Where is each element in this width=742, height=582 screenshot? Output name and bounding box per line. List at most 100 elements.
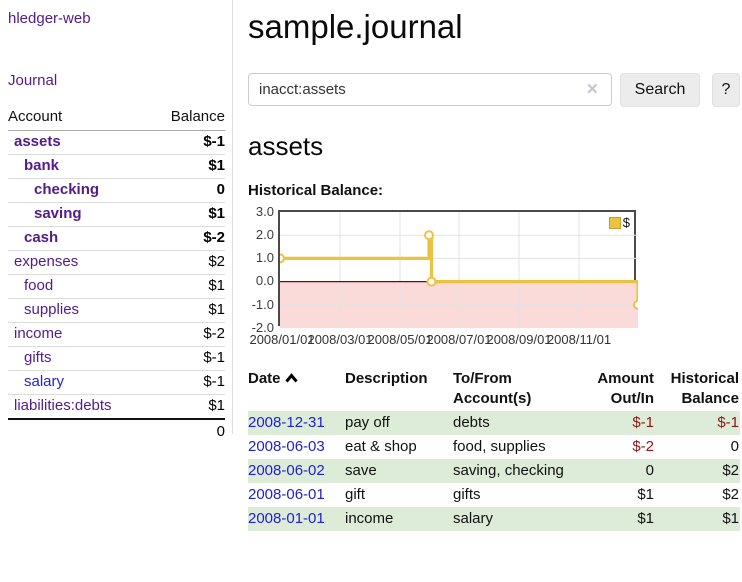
transaction-balance: 0 (730, 438, 739, 455)
search-bar: ✕ Search ? (248, 73, 742, 107)
transaction-description: income (345, 510, 394, 527)
transaction-balance: $2 (722, 462, 739, 479)
transaction-description: save (345, 462, 377, 479)
transaction-accounts: salary (453, 510, 494, 527)
account-link-salary[interactable]: salary (24, 373, 65, 390)
account-balance: $1 (150, 202, 225, 227)
y-axis-tick: -1.0 (251, 297, 274, 312)
accounts-column-account: Account (8, 105, 151, 131)
x-axis: 2008/01/01 2008/03/01 2008/05/01 2008/07… (249, 332, 638, 348)
transaction-amount: $-2 (632, 438, 654, 455)
x-axis-tick: 2008/07/01 (426, 332, 492, 347)
page-title: sample.journal (248, 8, 463, 45)
app-title-link[interactable]: hledger-web (8, 10, 91, 27)
transaction-accounts: food, supplies (453, 438, 546, 455)
account-row: supplies $1 (8, 298, 225, 323)
legend-swatch-icon (608, 216, 621, 229)
account-row: bank $1 (8, 154, 225, 179)
sidebar-item-journal[interactable]: Journal (8, 72, 58, 89)
transaction-balance: $-1 (717, 414, 739, 431)
account-balance: $1 (150, 154, 225, 179)
x-axis-tick: 2008/03/01 (307, 332, 373, 347)
transaction-description: gift (345, 486, 366, 503)
register-column-date[interactable]: Date (248, 367, 345, 411)
accounts-total-row: 0 (8, 418, 225, 444)
accounts-table: Account Balance assets $-1 bank $1 check… (8, 105, 225, 444)
register-column-accounts: To/From Account(s) (453, 370, 532, 407)
account-balance: $1 (150, 298, 225, 323)
legend-label: $ (622, 215, 630, 230)
register-row: 2008-12-31 pay off debts $-1 $-1 (248, 411, 740, 435)
account-row: expenses $2 (8, 250, 225, 275)
account-row: assets $-1 (8, 130, 225, 155)
x-axis-tick: 2008/01/01 (249, 332, 315, 347)
transaction-date-link[interactable]: 2008-06-01 (248, 486, 325, 503)
transaction-amount: $1 (637, 510, 654, 527)
transaction-date-link[interactable]: 2008-01-01 (248, 510, 325, 527)
account-link-food[interactable]: food (24, 277, 54, 294)
account-balance: $2 (150, 250, 225, 275)
account-balance: $-2 (150, 226, 225, 251)
account-link-income[interactable]: income (14, 325, 63, 342)
account-link-expenses[interactable]: expenses (14, 253, 79, 270)
plot-area: $ (278, 210, 638, 328)
register-column-description: Description (345, 370, 428, 387)
account-balance: $1 (150, 274, 225, 299)
account-row: income $-2 (8, 322, 225, 347)
x-axis-tick: 2008/05/01 (367, 332, 433, 347)
register-column-amount: Amount Out/In (597, 370, 654, 407)
balance-line-plot (280, 212, 638, 328)
transaction-date-link[interactable]: 2008-06-03 (248, 438, 325, 455)
help-button[interactable]: ? (712, 73, 740, 107)
transaction-description: pay off (345, 414, 390, 431)
register-row: 2008-06-03 eat & shop food, supplies $-2… (248, 435, 740, 459)
y-axis-tick: 2.0 (255, 227, 274, 242)
search-input[interactable] (248, 73, 612, 106)
gridlines (280, 212, 638, 328)
clear-search-icon[interactable]: ✕ (586, 81, 599, 98)
transaction-date-link[interactable]: 2008-12-31 (248, 414, 325, 431)
account-link-gifts[interactable]: gifts (24, 349, 52, 366)
historical-balance-chart: 3.0 2.0 1.0 0.0 -1.0 -2.0 (248, 204, 742, 353)
account-link-liabilities-debts[interactable]: liabilities:debts (14, 397, 112, 414)
search-button[interactable]: Search (620, 73, 700, 107)
register-row: 2008-01-01 income salary $1 $1 (248, 507, 740, 531)
account-balance: 0 (150, 178, 225, 203)
transaction-accounts: gifts (453, 486, 481, 503)
x-axis-tick: 2008/11/01 (546, 332, 612, 347)
register-row: 2008-06-02 save saving, checking 0 $2 (248, 459, 740, 483)
transaction-date-link[interactable]: 2008-06-02 (248, 462, 325, 479)
y-axis-tick: 3.0 (255, 204, 274, 219)
account-link-saving[interactable]: saving (34, 205, 82, 222)
chart-heading: Historical Balance: (248, 182, 384, 199)
chart-legend: $ (607, 215, 631, 230)
transaction-amount: 0 (645, 462, 654, 479)
account-row: saving $1 (8, 202, 225, 227)
account-heading: assets (248, 131, 324, 161)
account-row: salary $-1 (8, 370, 225, 395)
register-column-balance: Historical Balance (670, 370, 739, 407)
account-link-supplies[interactable]: supplies (24, 301, 80, 318)
account-link-bank[interactable]: bank (24, 157, 60, 174)
y-axis-tick: -2.0 (251, 320, 274, 335)
account-balance: $-1 (150, 130, 225, 155)
account-balance: $-2 (150, 322, 225, 347)
date-column-label: Date (248, 370, 281, 387)
account-row: food $1 (8, 274, 225, 299)
y-axis-tick: 1.0 (255, 250, 274, 265)
account-balance: $-1 (150, 346, 225, 371)
transaction-amount: $-1 (632, 414, 654, 431)
account-row: liabilities:debts $1 (8, 394, 225, 420)
account-row: checking 0 (8, 178, 225, 203)
transaction-balance: $2 (722, 486, 739, 503)
accounts-total-balance: 0 (150, 418, 225, 444)
register-table: Date Description To/From Account(s) Amou… (248, 367, 740, 531)
transaction-amount: $1 (637, 486, 654, 503)
accounts-header-row: Account Balance (8, 105, 225, 131)
account-row: gifts $-1 (8, 346, 225, 371)
account-link-cash[interactable]: cash (24, 229, 59, 246)
account-link-assets[interactable]: assets (14, 133, 61, 150)
register-row: 2008-06-01 gift gifts $1 $2 (248, 483, 740, 507)
accounts-column-balance: Balance (150, 105, 225, 131)
account-link-checking[interactable]: checking (34, 181, 100, 198)
